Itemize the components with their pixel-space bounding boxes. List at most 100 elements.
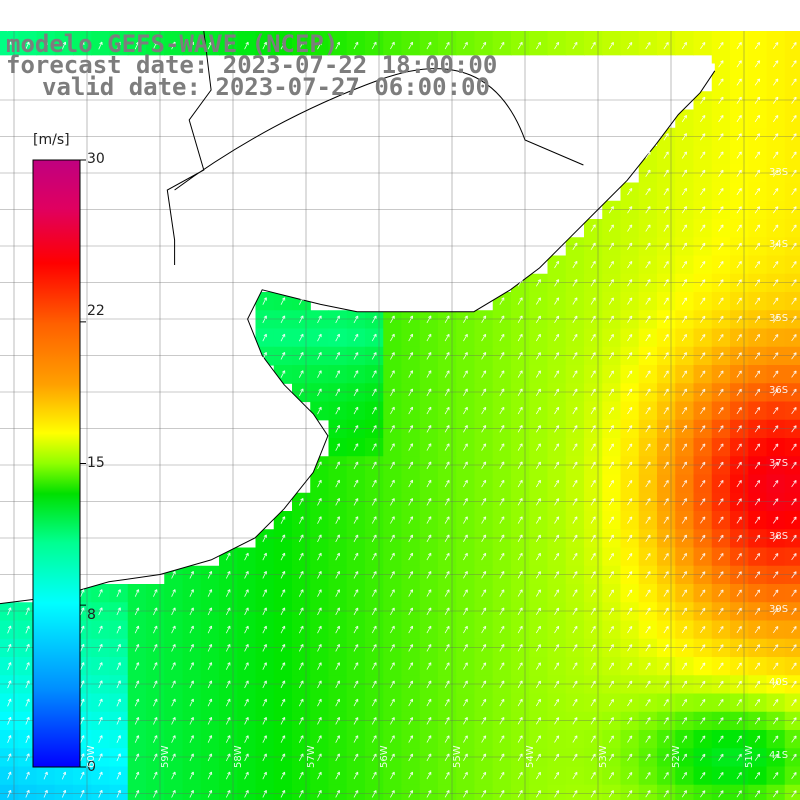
wind-arrow xyxy=(791,443,797,451)
wind-cell xyxy=(511,675,530,695)
wind-arrow xyxy=(298,333,304,342)
wind-arrow xyxy=(754,790,761,798)
wind-cell xyxy=(383,565,403,585)
wind-arrow xyxy=(681,498,687,506)
wind-cell xyxy=(657,346,676,366)
wind-arrow xyxy=(736,735,742,743)
wind-arrow xyxy=(353,425,359,433)
wind-arrow xyxy=(627,680,633,688)
wind-cell xyxy=(474,419,494,439)
wind-cell xyxy=(255,602,275,622)
wind-cell xyxy=(164,766,184,786)
wind-arrow xyxy=(590,388,596,397)
wind-arrow xyxy=(772,790,779,798)
wind-cell xyxy=(511,638,530,658)
wind-arrow xyxy=(663,406,669,415)
wind-arrow xyxy=(718,625,724,634)
wind-cell xyxy=(438,584,457,603)
wind-arrow xyxy=(98,789,103,798)
wind-cell xyxy=(657,529,676,549)
wind-cell xyxy=(711,766,731,786)
wind-arrow xyxy=(627,23,633,31)
wind-cell xyxy=(492,474,512,494)
wind-cell xyxy=(492,36,512,56)
wind-cell xyxy=(748,365,768,384)
wind-arrow xyxy=(426,717,432,725)
wind-arrow xyxy=(426,571,432,579)
wind-arrow xyxy=(517,516,523,524)
wind-arrow xyxy=(608,388,614,396)
wind-arrow xyxy=(700,206,706,214)
wind-arrow xyxy=(535,461,541,470)
wind-arrow xyxy=(663,5,669,13)
wind-arrow xyxy=(663,662,669,670)
wind-arrow xyxy=(390,644,395,652)
wind-cell xyxy=(310,492,330,512)
wind-arrow xyxy=(627,443,633,451)
wind-arrow xyxy=(61,771,67,780)
wind-arrow xyxy=(280,643,286,652)
wind-arrow xyxy=(608,552,614,561)
wind-arrow xyxy=(663,279,669,287)
wind-arrow xyxy=(645,717,651,725)
wind-cell xyxy=(784,456,800,476)
wind-cell xyxy=(438,547,457,567)
wind-arrow xyxy=(718,662,724,670)
wind-arrow xyxy=(317,716,322,725)
wind-arrow xyxy=(663,534,669,542)
wind-arrow xyxy=(718,425,724,433)
wind-arrow xyxy=(134,680,140,689)
wind-arrow xyxy=(663,771,669,780)
wind-arrow xyxy=(207,570,213,579)
wind-cell xyxy=(456,711,476,731)
wind-cell xyxy=(529,365,549,384)
wind-cell xyxy=(675,602,695,622)
wind-arrow xyxy=(408,23,413,32)
wind-cell xyxy=(328,784,348,800)
wind-arrow xyxy=(791,498,797,506)
wind-cell xyxy=(730,219,749,238)
wind-arrow xyxy=(371,607,377,616)
wind-cell xyxy=(730,657,749,676)
wind-cell xyxy=(91,693,111,713)
wind-arrow xyxy=(627,297,633,305)
wind-cell xyxy=(91,748,111,768)
wind-arrow xyxy=(280,351,286,360)
wind-arrow xyxy=(390,571,395,579)
wind-arrow xyxy=(772,425,779,433)
wind-arrow xyxy=(7,41,12,50)
wind-cell xyxy=(620,200,640,220)
wind-arrow xyxy=(499,498,505,506)
wind-cell xyxy=(784,91,800,111)
wind-cell xyxy=(766,584,786,603)
wind-arrow xyxy=(700,151,706,159)
wind-arrow xyxy=(517,333,523,342)
wind-cell xyxy=(310,365,330,384)
wind-cell xyxy=(438,638,457,658)
wind-cell xyxy=(784,730,800,749)
wind-arrow xyxy=(262,333,267,342)
wind-cell xyxy=(109,620,129,640)
wind-arrow xyxy=(335,497,340,506)
wind-cell xyxy=(638,273,658,293)
wind-cell xyxy=(693,474,713,494)
wind-arrow xyxy=(408,5,413,13)
wind-arrow xyxy=(517,352,523,360)
wind-cell xyxy=(401,784,421,800)
wind-cell xyxy=(328,456,348,476)
wind-cell xyxy=(511,602,530,622)
wind-arrow xyxy=(371,315,377,324)
wind-cell xyxy=(657,766,676,786)
wind-arrow xyxy=(390,753,395,762)
wind-cell xyxy=(328,565,348,585)
wind-arrow xyxy=(754,151,761,159)
wind-arrow xyxy=(244,753,249,762)
wind-arrow xyxy=(481,370,487,378)
wind-arrow xyxy=(681,297,687,305)
wind-arrow xyxy=(681,662,687,670)
wind-cell xyxy=(273,584,293,603)
wind-arrow xyxy=(736,662,742,670)
wind-arrow xyxy=(171,735,176,743)
wind-cell xyxy=(748,620,768,640)
wind-cell xyxy=(419,328,439,348)
